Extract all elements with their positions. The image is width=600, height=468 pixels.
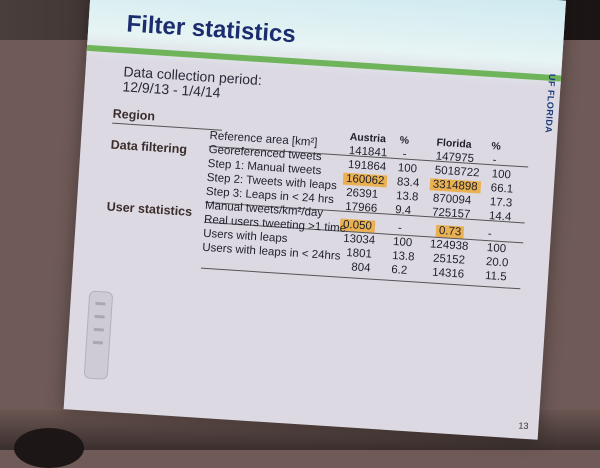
cell-florida-pct: 100	[491, 168, 512, 182]
audience-head	[14, 428, 84, 468]
cell-austria: 191864	[347, 158, 387, 174]
cell-florida: 14316	[431, 266, 465, 281]
header-austria: Austria	[349, 130, 387, 146]
cell-austria-highlighted: 160062	[342, 172, 388, 188]
cell-austria-pct: 100	[397, 162, 418, 176]
cell-austria: 13034	[342, 232, 376, 247]
cell-florida-pct: 66.1	[490, 182, 514, 196]
cell-austria: 1801	[345, 247, 373, 261]
cell-austria: 804	[350, 261, 371, 275]
cell-austria-pct: 13.8	[395, 190, 419, 204]
region-underline	[112, 122, 222, 131]
cell-florida: 5018722	[434, 164, 480, 180]
collection-period: Data collection period: 12/9/13 - 1/4/14	[122, 63, 262, 103]
slide-page-number: 13	[518, 420, 529, 432]
cell-austria-pct: 83.4	[396, 176, 420, 190]
cell-florida-pct: 20.0	[485, 256, 509, 270]
cell-florida: 870094	[432, 192, 472, 207]
cell-florida-pct: 17.3	[489, 196, 513, 210]
header-florida: Florida	[436, 136, 472, 151]
cell-austria-pct: 13.8	[391, 249, 415, 264]
row-label: Users with leaps in < 24hrs	[201, 241, 341, 263]
cell-florida-pct: 11.5	[484, 270, 507, 284]
cell-austria: 26391	[345, 186, 379, 201]
cell-florida: 124938	[429, 238, 469, 253]
cell-florida-highlighted: 3314898	[429, 178, 481, 194]
cell-florida: 25152	[432, 252, 466, 267]
cell-florida-pct: 100	[486, 242, 507, 256]
section-data-filtering: Data filtering	[110, 137, 188, 157]
cell-austria-pct: 6.2	[390, 263, 408, 277]
university-logo: UF FLORIDA	[543, 73, 558, 134]
header-pct-florida: %	[491, 140, 502, 153]
header-region: Region	[112, 106, 156, 124]
section-user-statistics: User statistics	[106, 199, 193, 219]
slide-navigation-control	[83, 290, 114, 380]
cell-florida-pct: -	[487, 228, 493, 241]
cell-austria-pct: -	[397, 222, 403, 235]
header-pct-austria: %	[399, 134, 410, 147]
projected-slide: UF FLORIDA Filter statistics Data collec…	[63, 0, 567, 440]
cell-austria-pct: 100	[392, 236, 413, 250]
